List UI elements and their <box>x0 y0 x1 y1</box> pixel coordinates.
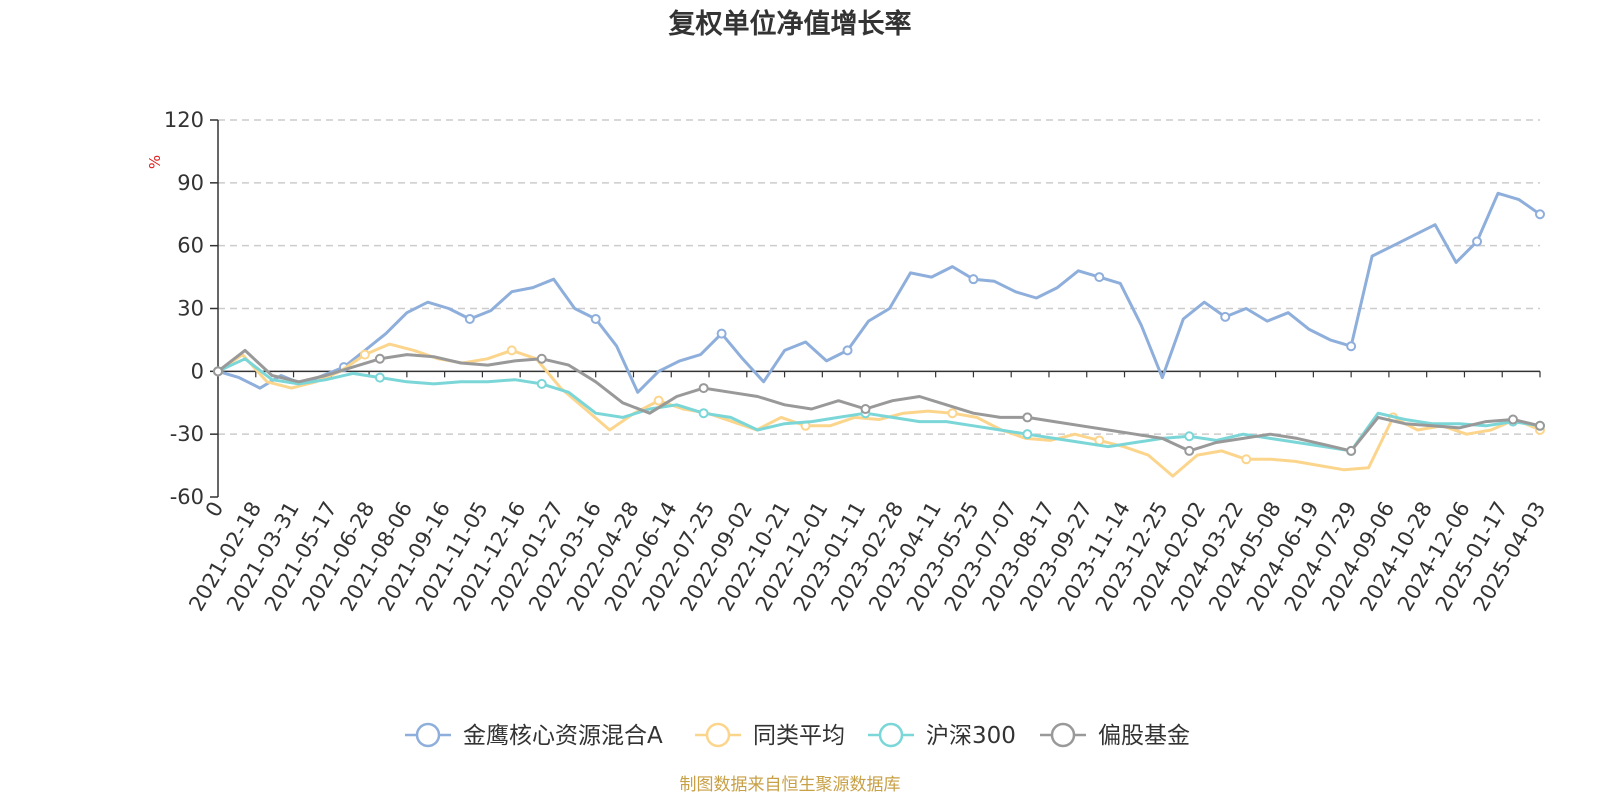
data-point <box>1094 435 1105 446</box>
data-point <box>1184 431 1195 442</box>
legend-item[interactable]: 金鹰核心资源混合A <box>405 722 663 749</box>
data-point <box>374 372 385 383</box>
legend-label: 金鹰核心资源混合A <box>463 723 663 749</box>
data-point <box>860 404 871 415</box>
data-point <box>506 345 517 356</box>
data-point <box>1220 311 1231 322</box>
y-tick-label: 120 <box>164 108 204 132</box>
source-note: 制图数据来自恒生聚源数据库 <box>680 775 901 795</box>
data-point <box>536 353 547 364</box>
data-point <box>359 349 370 360</box>
legend-item[interactable]: 同类平均 <box>695 722 845 749</box>
series-line-3 <box>217 348 1541 453</box>
data-point <box>653 395 664 406</box>
legend-label: 偏股基金 <box>1098 723 1190 749</box>
data-point <box>1346 341 1357 352</box>
data-point <box>968 274 979 285</box>
data-point <box>374 353 385 364</box>
data-point <box>698 408 709 419</box>
data-point <box>1535 420 1545 431</box>
data-point <box>1346 445 1357 456</box>
legend-marker <box>1050 722 1076 748</box>
y-axis-ticks: -60 -30 0 30 60 90 120 <box>164 108 1540 509</box>
data-point <box>716 328 727 339</box>
legend: 金鹰核心资源混合A 同类平均 沪深300 偏股基金 <box>405 722 1190 749</box>
data-point <box>1508 414 1519 425</box>
data-point <box>1241 454 1252 465</box>
y-tick-label: 60 <box>177 234 204 258</box>
x-tick-label: 0 <box>201 498 228 522</box>
data-point <box>1022 412 1033 423</box>
data-point <box>947 408 958 419</box>
gridlines <box>218 119 1540 435</box>
legend-label: 沪深300 <box>926 723 1016 749</box>
legend-label: 同类平均 <box>753 723 845 749</box>
data-point <box>698 383 709 394</box>
series-lines <box>213 191 1545 478</box>
series-line-2 <box>217 357 1541 453</box>
data-point <box>1535 209 1545 220</box>
series-line-0 <box>217 191 1541 394</box>
data-point <box>1022 429 1033 440</box>
data-point <box>1184 445 1195 456</box>
y-tick-label: 90 <box>177 171 204 195</box>
data-point <box>1472 236 1483 247</box>
legend-item[interactable]: 沪深300 <box>868 722 1016 749</box>
data-point <box>536 378 547 389</box>
y-tick-label: 30 <box>177 297 204 321</box>
data-point <box>213 366 223 377</box>
legend-marker <box>705 722 731 748</box>
y-tick-label: 0 <box>191 359 204 383</box>
chart-title: 复权单位净值增长率 <box>669 8 912 40</box>
legend-marker <box>878 722 904 748</box>
data-point <box>590 313 601 324</box>
series-line-1 <box>217 342 1541 478</box>
legend-item[interactable]: 偏股基金 <box>1040 722 1190 749</box>
data-point <box>464 313 475 324</box>
data-point <box>842 345 853 356</box>
y-axis-label: % <box>146 155 164 169</box>
legend-marker <box>415 722 441 748</box>
data-point <box>1094 272 1105 283</box>
y-tick-label: -60 <box>170 485 204 509</box>
y-tick-label: -30 <box>170 422 204 446</box>
